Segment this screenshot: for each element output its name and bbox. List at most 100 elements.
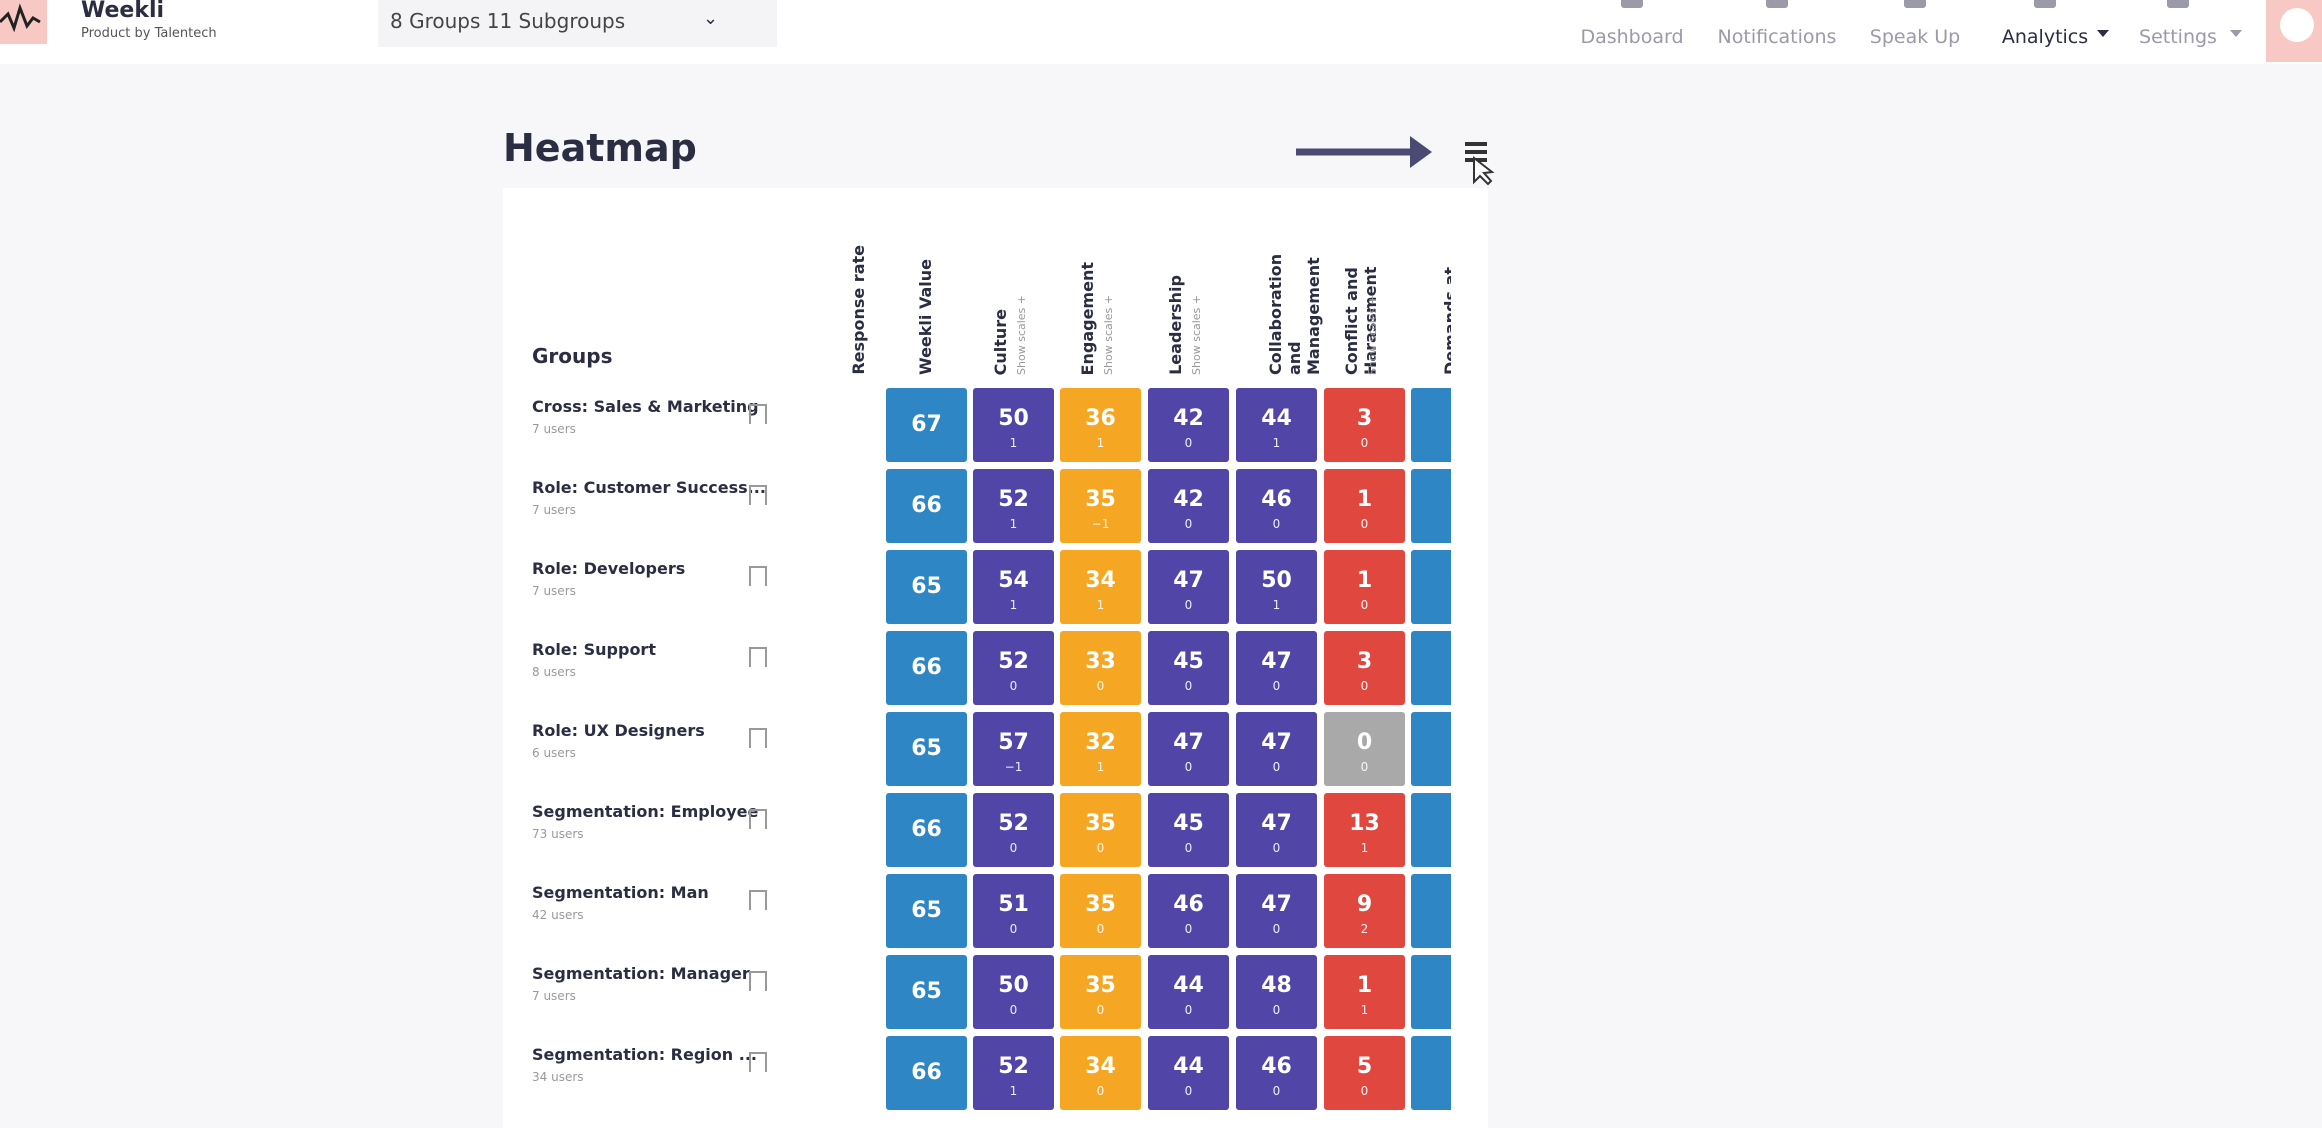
cell-value: 7 [1431, 649, 1451, 674]
cell-value: 44 [1173, 1054, 1204, 1079]
demands-cell: 7 [1411, 955, 1451, 1029]
score-cell[interactable]: 52 1 [973, 1036, 1054, 1110]
cell-value: 45 [1173, 811, 1204, 836]
score-cell[interactable]: 42 0 [1148, 388, 1229, 462]
score-cell[interactable]: 35 0 [1060, 955, 1141, 1029]
score-cell[interactable]: 32 1 [1060, 712, 1141, 786]
score-cell[interactable]: 35 0 [1060, 793, 1141, 867]
score-cell[interactable]: 52 0 [973, 631, 1054, 705]
group-selector[interactable]: 8 Groups 11 Subgroups ⌄ [378, 0, 777, 47]
cell-value: 9 [1356, 892, 1373, 917]
group-name[interactable]: Role: Support [532, 640, 656, 659]
column-scales-toggle[interactable]: Show scales + [1015, 295, 1028, 375]
group-name[interactable]: Cross: Sales & Marketing [532, 397, 759, 416]
nav-item[interactable]: Notifications [1717, 26, 1837, 48]
column-scales-toggle[interactable]: Show scales + [1190, 295, 1203, 375]
cell-value: 65 [911, 898, 942, 923]
cell-value: 33 [1085, 649, 1116, 674]
score-cell[interactable]: 46 0 [1236, 469, 1317, 543]
score-cell[interactable]: 45 0 [1148, 631, 1229, 705]
cell-change: 0 [1360, 598, 1369, 612]
cell-change: 1 [1096, 760, 1105, 774]
score-cell[interactable]: 45 0 [1148, 793, 1229, 867]
bookmark-icon[interactable] [749, 971, 767, 991]
nav-item[interactable]: Settings [2139, 26, 2217, 48]
score-cell[interactable]: 54 1 [973, 550, 1054, 624]
cell-change: 0 [1360, 436, 1369, 450]
score-cell[interactable]: 42 0 [1148, 469, 1229, 543]
score-cell[interactable]: 47 0 [1148, 712, 1229, 786]
score-cell[interactable]: 47 0 [1236, 631, 1317, 705]
cell-value: 13 [1349, 811, 1380, 836]
nav-caret [2230, 30, 2242, 37]
score-cell[interactable]: 52 1 [973, 469, 1054, 543]
cell-change: 0 [1360, 1084, 1369, 1098]
score-cell[interactable]: 47 0 [1236, 712, 1317, 786]
nav-item[interactable]: Speak Up [1869, 26, 1961, 48]
group-name[interactable]: Role: Developers [532, 559, 686, 578]
score-cell[interactable]: 52 0 [973, 793, 1054, 867]
cell-value: 52 [998, 649, 1029, 674]
score-cell[interactable]: 35 0 [1060, 874, 1141, 948]
cell-value: 57 [998, 730, 1029, 755]
score-cell[interactable]: 34 1 [1060, 550, 1141, 624]
column-scales-toggle[interactable]: Show scales + [1366, 295, 1379, 375]
nav-item[interactable]: Dashboard [1580, 26, 1684, 48]
group-name[interactable]: Role: Customer Success... [532, 478, 766, 497]
bookmark-icon[interactable] [749, 890, 767, 910]
score-cell[interactable]: 50 1 [1236, 550, 1317, 624]
cell-change: 0 [1184, 517, 1193, 531]
bookmark-icon[interactable] [749, 809, 767, 829]
score-cell[interactable]: 44 0 [1148, 955, 1229, 1029]
score-cell[interactable]: 35 −1 [1060, 469, 1141, 543]
score-cell[interactable]: 47 0 [1236, 874, 1317, 948]
bookmark-icon[interactable] [749, 1052, 767, 1072]
score-cell[interactable]: 57 −1 [973, 712, 1054, 786]
cell-value: 52 [998, 1054, 1029, 1079]
bookmark-icon[interactable] [749, 404, 767, 424]
filter-icon[interactable] [1465, 142, 1495, 186]
score-cell[interactable]: 50 0 [973, 955, 1054, 1029]
score-cell[interactable]: 34 0 [1060, 1036, 1141, 1110]
score-cell[interactable]: 47 0 [1148, 550, 1229, 624]
bookmark-icon[interactable] [749, 566, 767, 586]
score-cell[interactable]: 46 0 [1236, 1036, 1317, 1110]
group-name[interactable]: Segmentation: Region ... [532, 1045, 757, 1064]
cell-value: 46 [1173, 892, 1204, 917]
score-cell[interactable]: 36 1 [1060, 388, 1141, 462]
bookmark-icon[interactable] [749, 647, 767, 667]
weekli-cell: 65 [886, 955, 967, 1029]
avatar-icon [2280, 8, 2314, 42]
cell-value: 42 [1173, 487, 1204, 512]
cell-value: 35 [1085, 487, 1116, 512]
nav-item[interactable]: Analytics [2001, 26, 2089, 48]
group-name[interactable]: Role: UX Designers [532, 721, 705, 740]
bookmark-icon[interactable] [749, 728, 767, 748]
score-cell[interactable]: 51 0 [973, 874, 1054, 948]
group-name[interactable]: Segmentation: Manager [532, 964, 750, 983]
column-scales-toggle[interactable]: Show scales + [1102, 295, 1115, 375]
logo[interactable] [0, 0, 47, 44]
bookmark-icon[interactable] [749, 485, 767, 505]
group-name[interactable]: Segmentation: Employee [532, 802, 759, 821]
score-cell[interactable]: 13 1 [1324, 793, 1405, 867]
score-cell[interactable]: 33 0 [1060, 631, 1141, 705]
avatar[interactable] [2266, 0, 2322, 62]
score-cell[interactable]: 50 1 [973, 388, 1054, 462]
score-cell[interactable]: 47 0 [1236, 793, 1317, 867]
cell-value: 47 [1173, 568, 1204, 593]
group-name[interactable]: Segmentation: Man [532, 883, 709, 902]
score-cell[interactable]: 48 0 [1236, 955, 1317, 1029]
score-cell[interactable]: 44 0 [1148, 1036, 1229, 1110]
score-cell[interactable]: 46 0 [1148, 874, 1229, 948]
score-cell[interactable]: 44 1 [1236, 388, 1317, 462]
nav-icon [1766, 0, 1788, 8]
